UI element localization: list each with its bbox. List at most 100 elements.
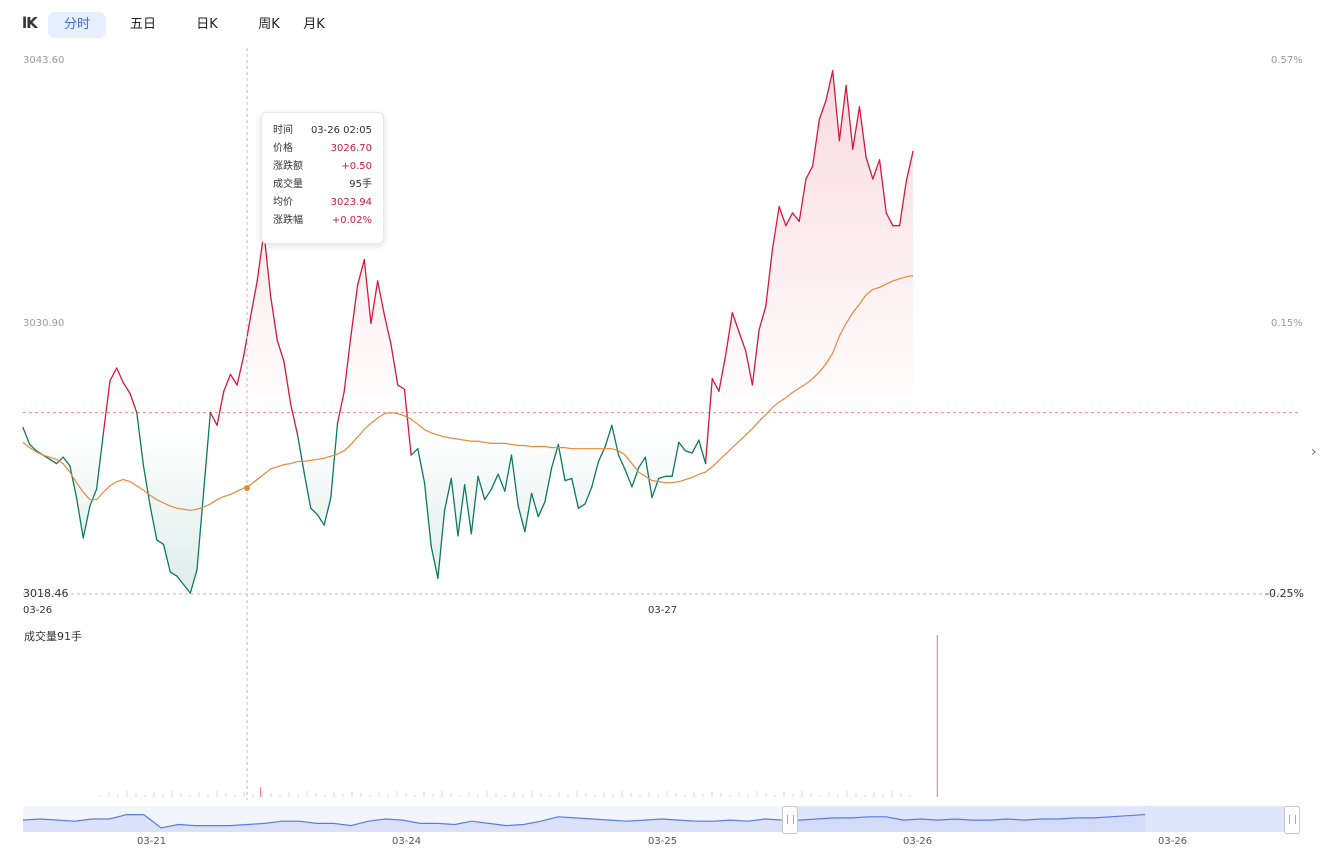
navigator-left-handle[interactable] (782, 806, 798, 834)
price-line-segment (397, 384, 406, 390)
price-line-segment (604, 424, 613, 448)
tooltip-value: 03-26 02:05 (310, 125, 372, 136)
price-line-segment (678, 441, 687, 452)
price-line-segment (377, 280, 386, 316)
price-line-segment (102, 380, 111, 435)
price-line-segment (878, 159, 887, 214)
price-line-segment (370, 280, 379, 325)
price-line-segment (758, 305, 767, 331)
x-tick-date-1: 03-26 (23, 605, 53, 616)
price-line-segment (69, 465, 78, 499)
price-line-segment (82, 505, 91, 539)
tooltip-value: 3026.70 (330, 143, 372, 154)
chevron-right-icon[interactable]: › (1311, 444, 1317, 460)
candlestick-toggle-icon[interactable]: lK (22, 14, 38, 32)
price-line-segment (671, 441, 680, 477)
price-line-segment (557, 443, 566, 482)
price-line-segment (142, 465, 151, 507)
price-line-segment (852, 106, 861, 150)
tooltip-row-volume: 成交量 95手 (273, 176, 372, 194)
y-tick-left-bottom: 3018.46 (23, 587, 69, 600)
tab-daily-k[interactable]: 日K (196, 17, 218, 32)
price-line-segment (464, 484, 472, 535)
tooltip-key: 成交量 (273, 179, 303, 190)
price-line-segment (577, 503, 586, 509)
tab-intraday[interactable]: 分时 (48, 12, 106, 38)
price-line-segment (303, 471, 312, 509)
price-line-segment (437, 509, 446, 579)
price-area-up (23, 70, 913, 430)
navigator-date-5: 03-26 (1158, 836, 1188, 847)
price-line-segment (858, 106, 867, 159)
price-line-segment (383, 314, 392, 346)
price-line-segment (550, 443, 559, 469)
price-line-segment (484, 488, 493, 501)
tooltip-row-change-pct: 涨跌幅 +0.02% (273, 212, 372, 230)
price-line-segment (832, 69, 841, 142)
y-tick-left-mid: 3030.90 (23, 318, 65, 329)
y-tick-right-bottom: -0.25% (1265, 587, 1304, 600)
tooltip-row-change: 涨跌额 +0.50 (273, 158, 372, 176)
price-line-segment (229, 373, 238, 386)
price-line-segment (316, 513, 325, 526)
price-line-segment (510, 454, 519, 507)
price-line-segment (75, 496, 84, 539)
price-line-segment (410, 448, 419, 456)
crosshair-tooltip: 时间 03-26 02:05 价格 3026.70 涨跌额 +0.50 成交量 … (261, 112, 384, 244)
price-line-segment (691, 439, 700, 454)
price-line-segment (216, 390, 225, 426)
price-line-segment (624, 469, 633, 488)
tab-weekly-k[interactable]: 周K (258, 17, 280, 32)
price-line-segment (189, 569, 198, 594)
navigator-area (23, 814, 1145, 832)
price-line-segment (443, 477, 452, 511)
price-line-segment (203, 411, 212, 492)
price-line-segment (791, 212, 800, 223)
crosshair-average-point (244, 485, 250, 492)
navigator-right-handle[interactable] (1284, 806, 1300, 834)
y-tick-right-top: 0.57% (1271, 55, 1303, 66)
price-line-segment (872, 159, 881, 180)
price-line-segment (571, 477, 580, 509)
price-line-segment (530, 492, 539, 518)
navigator-date-1: 03-21 (137, 836, 167, 847)
price-line-segment (109, 367, 118, 382)
price-line-segment (223, 373, 232, 393)
price-line-segment (283, 360, 292, 405)
price-line-segment (490, 473, 499, 490)
price-line-segment (905, 150, 914, 182)
price-line-segment (778, 205, 787, 227)
tooltip-row-time: 时间 03-26 02:05 (273, 122, 372, 140)
price-line-segment (423, 482, 432, 548)
navigator-date-2: 03-24 (392, 836, 422, 847)
tooltip-value: +0.50 (341, 161, 372, 172)
tooltip-value: +0.02% (331, 215, 372, 226)
price-line-segment (343, 335, 352, 393)
price-line-segment (169, 571, 178, 577)
price-line-segment (805, 165, 814, 180)
y-tick-right-mid: 0.15% (1271, 318, 1303, 329)
price-line-segment (209, 411, 218, 426)
tooltip-key: 涨跌幅 (273, 215, 303, 226)
tab-monthly-k[interactable]: 月K (303, 17, 325, 32)
navigator-date-4: 03-26 (903, 836, 933, 847)
price-line-segment (617, 454, 626, 471)
price-line-segment (751, 329, 760, 386)
price-line-segment (898, 180, 907, 227)
price-line-segment (182, 584, 191, 594)
price-line-segment (504, 454, 513, 492)
tab-five-day[interactable]: 五日 (129, 17, 156, 32)
price-line-segment (825, 69, 834, 102)
price-line-segment (644, 456, 653, 499)
price-line-segment (731, 312, 740, 333)
price-line-segment (269, 295, 278, 342)
price-line-segment (457, 484, 466, 537)
price-line-segment (149, 505, 158, 541)
price-line-segment (591, 460, 600, 488)
price-line-segment (89, 488, 98, 507)
price-line-segment (296, 433, 305, 473)
price-line-segment (885, 212, 894, 227)
x-tick-date-2: 03-27 (648, 605, 678, 616)
price-line-segment (403, 388, 412, 456)
